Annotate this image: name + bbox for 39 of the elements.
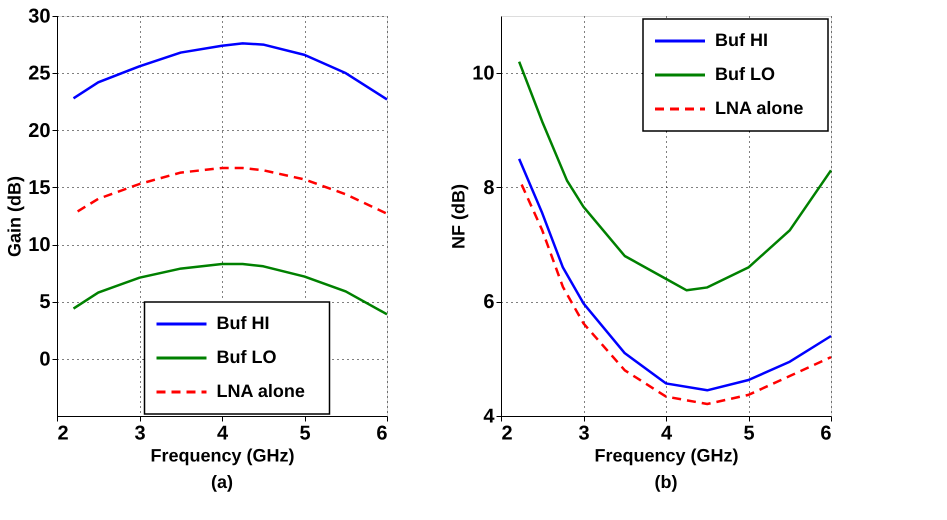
x-tick-label: 2: [58, 422, 69, 444]
y-tick-label: 20: [28, 120, 50, 142]
y-tick-label: 0: [39, 348, 50, 370]
legend-label: Buf HI: [715, 30, 768, 50]
x-tick-label: 5: [299, 422, 311, 444]
x-tick-label: 6: [820, 422, 832, 444]
legend-label: Buf LO: [216, 347, 276, 367]
line-series: [72, 42, 388, 101]
x-tick-label: 3: [134, 422, 146, 444]
x-tick-label: 2: [502, 422, 513, 444]
y-tick-label: 5: [39, 291, 50, 314]
line-series: [518, 60, 832, 292]
line-series: [76, 166, 388, 215]
legend-label: Buf LO: [715, 64, 775, 84]
text: (b): [654, 472, 678, 492]
line-series: [72, 262, 388, 316]
x-axis-title: Frequency (GHz): [150, 446, 295, 466]
legend-label: Buf HI: [216, 313, 270, 333]
line-series: [520, 183, 832, 406]
legend-label: LNA alone: [715, 98, 804, 118]
y-tick-label: 15: [28, 176, 50, 199]
y-tick-label: 6: [483, 291, 494, 314]
x-tick-label: 6: [376, 422, 388, 444]
y-tick-label: 10: [472, 62, 494, 85]
y-axis-title: Gain (dB): [4, 176, 24, 257]
y-tick-label: 30: [28, 6, 50, 28]
text: (a): [211, 472, 234, 492]
y-tick-label: 4: [483, 406, 496, 428]
x-tick-label: 5: [743, 422, 755, 444]
x-axis-title: Frequency (GHz): [594, 446, 739, 466]
legend-label: LNA alone: [216, 381, 305, 401]
x-tick-label: 4: [216, 422, 229, 444]
y-tick-label: 8: [483, 176, 494, 199]
y-tick-label: 10: [28, 234, 50, 256]
y-axis-title: NF (dB): [448, 184, 468, 249]
x-tick-label: 3: [578, 422, 590, 444]
x-tick-label: 4: [660, 422, 673, 444]
line-series: [518, 158, 832, 392]
y-tick-label: 25: [28, 62, 50, 85]
